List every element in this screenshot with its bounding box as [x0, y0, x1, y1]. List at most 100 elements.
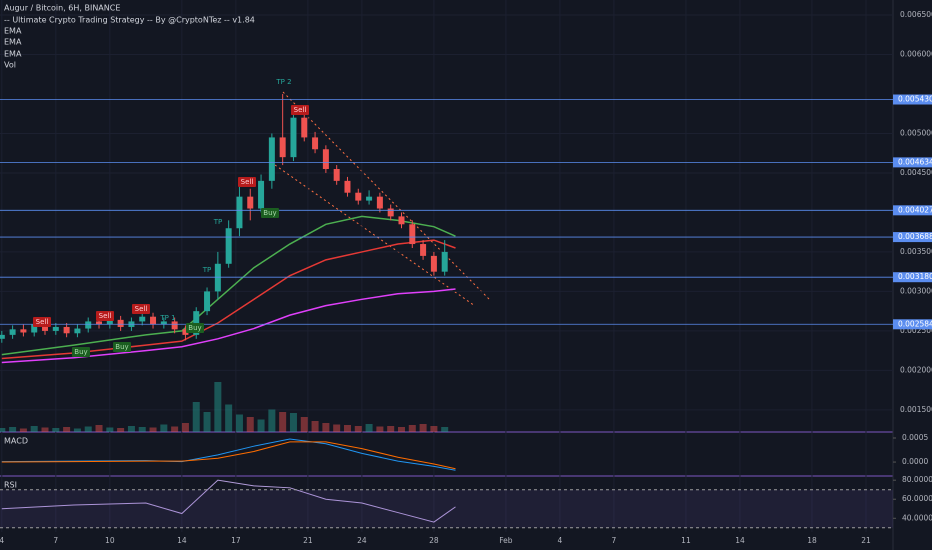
- pane-title: RSI: [4, 481, 17, 490]
- rsi-tick-label: 80.0000: [902, 475, 932, 484]
- volume-bar: [311, 421, 319, 432]
- level-label: 0.003180: [898, 272, 932, 281]
- x-tick-label: 28: [429, 536, 439, 545]
- candle-body: [322, 149, 329, 170]
- level-label: 0.002584: [898, 319, 932, 328]
- x-tick-label: 4: [558, 536, 563, 545]
- trend-line: [282, 91, 491, 301]
- candle-body: [9, 329, 16, 335]
- candle-body: [279, 137, 286, 158]
- candle-body: [139, 316, 146, 322]
- signal-label: Buy: [115, 343, 128, 351]
- signal-label: Buy: [74, 348, 87, 356]
- candle-body: [63, 326, 70, 334]
- volume-bar: [257, 419, 265, 432]
- volume-bar: [397, 427, 405, 432]
- candle-body: [355, 192, 362, 201]
- volume-bar: [181, 423, 189, 432]
- signal-tag: [261, 208, 279, 218]
- candle-body: [312, 137, 319, 150]
- level-tag: [893, 157, 932, 168]
- x-tick-label: 10: [105, 536, 115, 545]
- candle-body: [420, 244, 427, 256]
- x-tick-label: 11: [681, 536, 691, 545]
- candle-body: [20, 329, 27, 333]
- candle-body: [182, 329, 189, 335]
- rsi-band: [0, 489, 893, 528]
- candle-body: [366, 196, 373, 201]
- signal-tag: [132, 304, 150, 314]
- volume-bar: [387, 426, 395, 432]
- candle-body: [268, 137, 275, 181]
- candle-body: [398, 216, 405, 225]
- volume-bar: [268, 409, 276, 432]
- volume-bar: [63, 427, 71, 432]
- signal-label: TP: [213, 218, 223, 226]
- candle-body: [441, 251, 448, 272]
- volume-bar: [117, 428, 125, 432]
- x-tick-label: 21: [303, 536, 313, 545]
- candle-body: [74, 328, 81, 334]
- signal-tag: [238, 177, 256, 187]
- volume-bar: [246, 417, 254, 432]
- candle-body: [376, 196, 383, 209]
- candle-body: [344, 180, 351, 193]
- volume-bar: [235, 414, 243, 432]
- level-tag: [893, 319, 932, 330]
- volume-bar: [225, 404, 233, 432]
- level-tag: [893, 94, 932, 105]
- level-label: 0.004027: [898, 205, 932, 214]
- candle-body: [290, 117, 297, 158]
- candle-body: [225, 228, 232, 264]
- signal-tag: [72, 347, 90, 357]
- macd-line: [1, 441, 456, 470]
- volume-bar: [9, 427, 17, 432]
- volume-bar: [171, 426, 179, 432]
- chart-title: Augur / Bitcoin, 6H, BINANCE: [4, 4, 120, 13]
- signal-tag: [96, 311, 114, 321]
- indicator-label: EMA: [4, 38, 22, 47]
- level-label: 0.005430: [898, 95, 932, 104]
- candle-body: [387, 208, 394, 217]
- volume-bar: [365, 424, 373, 432]
- candle-body: [171, 321, 178, 330]
- volume-bar: [0, 428, 6, 432]
- volume-bar: [73, 428, 81, 432]
- x-tick-label: 14: [177, 536, 187, 545]
- candle-body: [0, 334, 5, 339]
- ema-line: [1, 239, 456, 360]
- rsi-tick-label: 60.0000: [902, 494, 932, 503]
- volume-bar: [300, 417, 308, 432]
- level-tag: [893, 232, 932, 243]
- candle-body: [117, 319, 124, 327]
- x-tick-label: 14: [735, 536, 745, 545]
- volume-bar: [127, 426, 135, 432]
- volume-bar: [430, 426, 438, 432]
- volume-bar: [214, 382, 222, 432]
- volume-bar: [354, 426, 362, 432]
- signal-label: Buy: [263, 209, 276, 217]
- volume-bar: [41, 427, 49, 432]
- level-tag: [893, 272, 932, 283]
- signal-label: Sell: [135, 305, 148, 313]
- candle-body: [106, 319, 113, 325]
- volume-bar: [333, 424, 341, 432]
- x-tick-label: 21: [861, 536, 871, 545]
- signal-tag: [291, 105, 309, 115]
- rsi-tick-label: 40.0000: [902, 513, 932, 522]
- signal-tag: [113, 342, 131, 352]
- volume-bar: [289, 413, 297, 432]
- x-tick-label: 4: [0, 536, 4, 545]
- volume-bar: [149, 427, 157, 432]
- candle-body: [85, 321, 92, 329]
- volume-bar: [160, 424, 168, 432]
- x-tick-label: 24: [357, 536, 367, 545]
- signal-tag: [186, 323, 204, 333]
- signal-label: Sell: [36, 318, 49, 326]
